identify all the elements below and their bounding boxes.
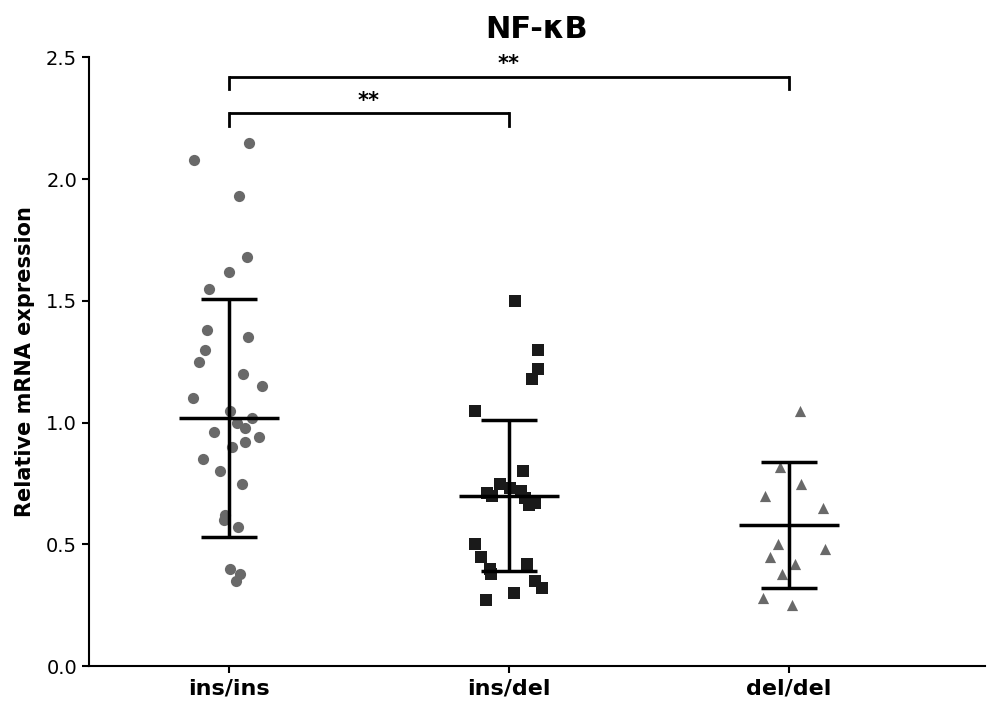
Point <box>757 490 773 501</box>
Point <box>762 551 778 563</box>
Point <box>199 324 215 336</box>
Point <box>186 154 202 165</box>
Point <box>527 575 543 587</box>
Point <box>519 558 535 570</box>
Point <box>222 563 238 575</box>
Point <box>185 393 201 404</box>
Point <box>521 500 537 511</box>
Point <box>770 539 786 550</box>
Point <box>530 364 546 375</box>
Point <box>224 441 240 453</box>
Point <box>787 558 803 570</box>
Point <box>530 344 546 355</box>
Point <box>230 522 246 533</box>
Point <box>513 485 529 496</box>
Text: **: ** <box>358 91 380 111</box>
Point <box>483 568 499 580</box>
Point <box>467 405 483 416</box>
Text: **: ** <box>498 54 520 74</box>
Point <box>774 568 790 580</box>
Point <box>522 495 538 506</box>
Point <box>815 502 831 513</box>
Title: NF-κB: NF-κB <box>486 15 588 44</box>
Y-axis label: Relative mRNA expression: Relative mRNA expression <box>15 206 35 517</box>
Point <box>201 283 217 294</box>
Point <box>217 510 233 521</box>
Point <box>237 436 253 448</box>
Point <box>502 483 518 494</box>
Point <box>240 332 256 343</box>
Point <box>241 137 257 148</box>
Point <box>229 417 245 429</box>
Point <box>478 595 494 606</box>
Point <box>239 252 255 263</box>
Point <box>482 563 498 575</box>
Point <box>237 422 253 434</box>
Point <box>216 514 232 525</box>
Point <box>527 498 543 509</box>
Point <box>524 373 540 384</box>
Point <box>234 478 250 489</box>
Point <box>195 453 211 465</box>
Point <box>228 575 244 587</box>
Point <box>221 266 237 277</box>
Point <box>507 295 523 307</box>
Point <box>231 190 247 202</box>
Point <box>506 588 522 599</box>
Point <box>191 356 207 367</box>
Point <box>244 412 260 424</box>
Point <box>517 493 533 504</box>
Point <box>817 543 833 555</box>
Point <box>222 405 238 416</box>
Point <box>784 600 800 611</box>
Point <box>479 488 495 499</box>
Point <box>251 431 267 443</box>
Point <box>254 381 270 392</box>
Point <box>473 551 489 563</box>
Point <box>772 461 788 472</box>
Point <box>232 568 248 580</box>
Point <box>534 583 550 594</box>
Point <box>235 369 251 380</box>
Point <box>792 405 808 416</box>
Point <box>515 466 531 477</box>
Point <box>467 539 483 550</box>
Point <box>206 426 222 438</box>
Point <box>492 478 508 489</box>
Point <box>755 593 771 604</box>
Point <box>484 490 500 501</box>
Point <box>212 466 228 477</box>
Point <box>793 478 809 489</box>
Point <box>197 344 213 355</box>
